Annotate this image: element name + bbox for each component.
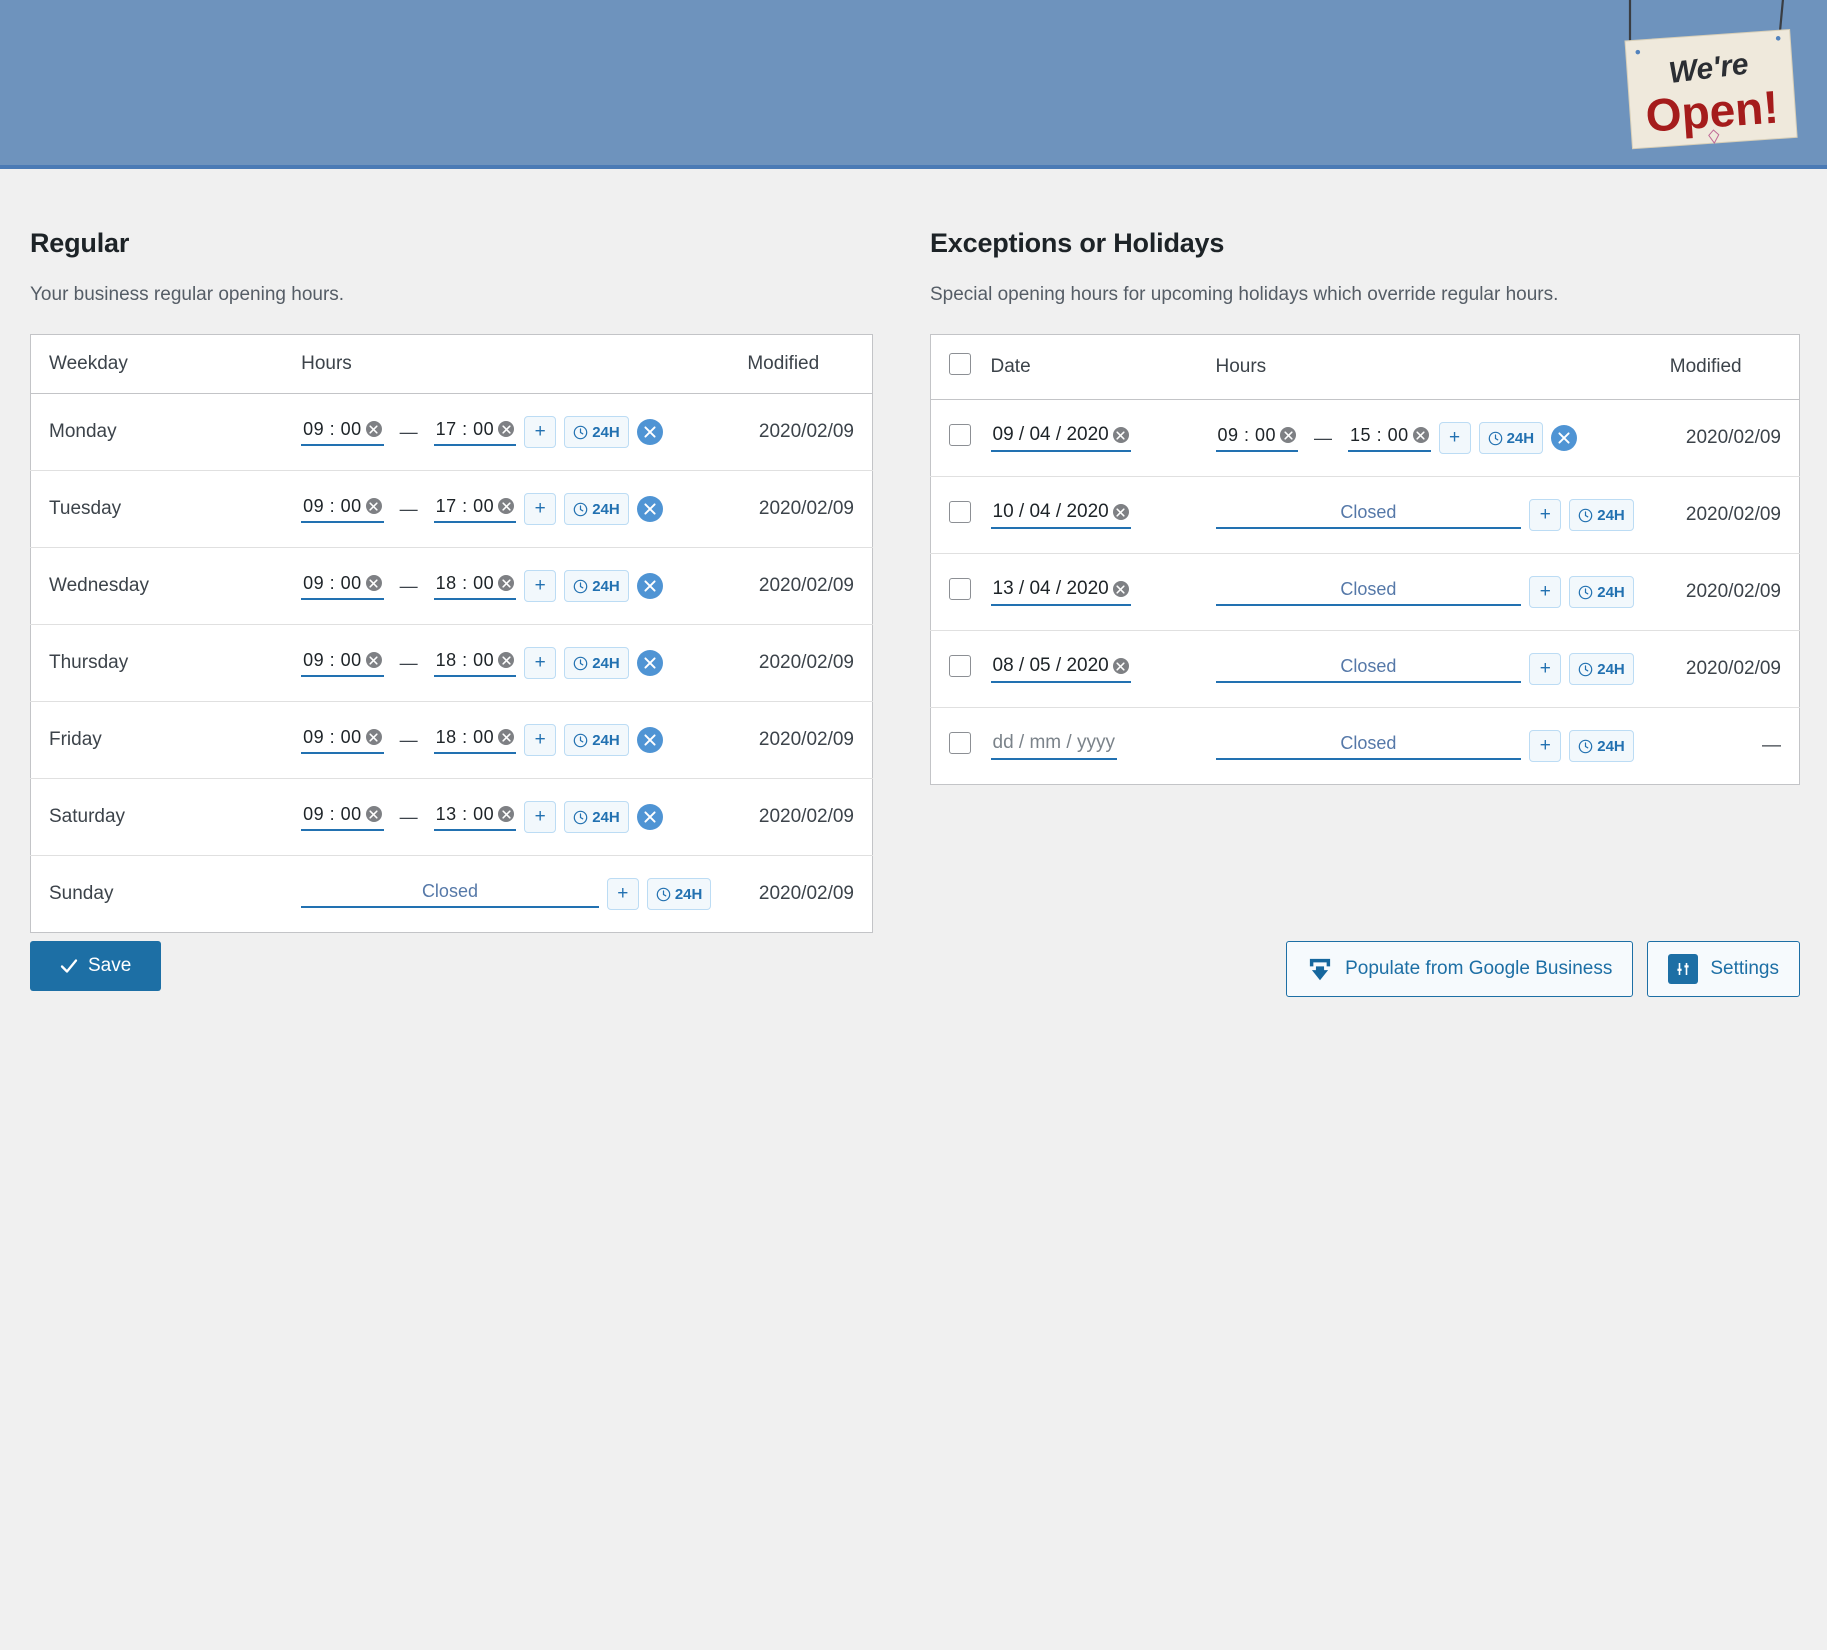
svg-text:Open!: Open! bbox=[1644, 81, 1780, 142]
